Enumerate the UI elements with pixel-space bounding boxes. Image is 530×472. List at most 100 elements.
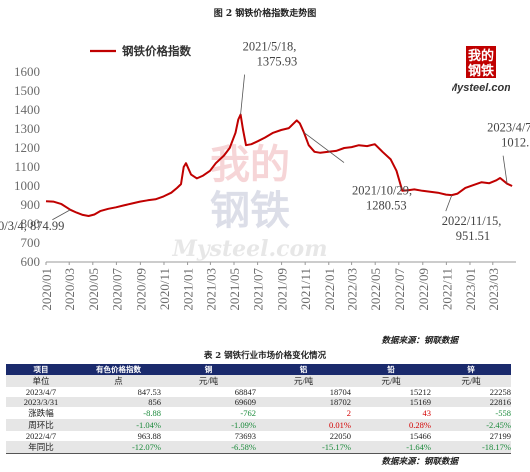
table-cell: 43 (351, 407, 431, 419)
y-tick-label: 1500 (14, 83, 40, 98)
y-tick-label: 600 (21, 254, 41, 269)
logo-text-top: 我的 (468, 48, 494, 64)
table-cell: 856 (76, 397, 161, 407)
logo-text-mid: 钢铁 (468, 63, 494, 79)
annotation-leader (52, 209, 71, 221)
table-cell: 963.88 (76, 431, 161, 441)
legend-label: 钢铁价格指数 (122, 44, 191, 58)
table-row: 周环比 -1.04% -1.09% 0.01% 0.28% -2.45% (6, 419, 511, 431)
table-cell: 2023/4/7 (6, 387, 76, 397)
chart-legend: 钢铁价格指数 (90, 44, 191, 58)
table-cell: 周环比 (6, 419, 76, 431)
table-cell: 22258 (431, 387, 511, 397)
annotation-label: 2020/3/4, 874.99 (0, 219, 64, 233)
x-tick-label: 2021/07 (251, 268, 266, 311)
table-cell: 元/吨 (161, 375, 256, 387)
table-row: 单位点元/吨 元/吨 元/吨 元/吨 (6, 375, 511, 387)
price-change-table: 项目 有色价格指数铜铝铅锌 单位点元/吨 元/吨 元/吨 元/吨 2023/4/7 847.… (6, 364, 511, 454)
figure-title: 图 2 钢铁价格指数走势图 (213, 9, 317, 19)
table-header-cell: 项目 (6, 364, 76, 375)
table-cell: -2.45% (431, 419, 511, 431)
y-tick-label: 700 (21, 235, 41, 250)
table-cell: 2023/3/31 (6, 397, 76, 407)
table-cell: 73693 (161, 431, 256, 441)
table-row: 2023/4/7 847.53 68847 18704 15212 22258 (6, 387, 511, 397)
mysteel-logo: 我的 钢铁 Mysteel.com (452, 46, 510, 94)
annotation-line: 2023/4/7, (487, 121, 530, 135)
table-header-cell: 铜 (161, 364, 256, 375)
table-cell: -12.07% (76, 441, 161, 454)
table-cell: 2022/4/7 (6, 431, 76, 441)
table-header-cell: 锌 (431, 364, 511, 375)
table-row: 涨跌幅 -8.88 -762 2 43 -558 (6, 407, 511, 419)
table-cell: 年同比 (6, 441, 76, 454)
table-cell: -15.17% (256, 441, 351, 454)
annotation-label: 2023/4/7,1012.16 (487, 121, 530, 150)
x-tick-label: 2020/07 (109, 268, 124, 311)
chart-axes: 600 700 800 900 1000 1100 1200 1300 1400 1500 1600… (14, 64, 516, 311)
table-cell: 元/吨 (431, 375, 511, 387)
chart-series (45, 113, 513, 217)
annotation-line: 2022/11/15, (442, 214, 502, 228)
x-tick-label: 2022/07 (392, 268, 407, 311)
x-tick-label: 2022/09 (416, 268, 431, 311)
annotation-line: 1280.53 (366, 199, 407, 213)
x-tick-label: 2020/03 (62, 268, 77, 311)
annotation-leader (445, 194, 453, 212)
table-cell: 0.01% (256, 419, 351, 431)
x-tick-label: 2022/03 (345, 268, 360, 311)
annotation-line: 1375.93 (257, 55, 298, 69)
table-cell: 元/吨 (351, 375, 431, 387)
table-cell: 27199 (431, 431, 511, 441)
table-header-cell: 铝 (256, 364, 351, 375)
table-cell: 涨跌幅 (6, 407, 76, 419)
x-tick-label: 2023/01 (463, 268, 478, 311)
annotation-leader (303, 132, 345, 163)
annotation-line: 1012.16 (501, 136, 530, 150)
annotation-label: 2021/5/18, 1375.93 (243, 40, 298, 69)
table-cell: -1.64% (351, 441, 431, 454)
table-cell: 18702 (256, 397, 351, 407)
annotation-label: 2021/10/29, 1280.53 (352, 184, 412, 213)
table-cell: 点 (76, 375, 161, 387)
annotation-leader (240, 74, 245, 115)
table-row: 2022/4/7 963.88 73693 22050 15466 27199 (6, 431, 511, 441)
logo-text-bottom: Mysteel.com (452, 82, 510, 94)
y-tick-label: 1200 (14, 140, 40, 155)
table-title: 表 2 钢铁行业市场价格变化情况 (203, 351, 327, 361)
table-cell: 68847 (161, 387, 256, 397)
table-cell: 22816 (431, 397, 511, 407)
x-tick-label: 2020/11 (157, 268, 172, 310)
table-cell: 18704 (256, 387, 351, 397)
table-cell: 15212 (351, 387, 431, 397)
x-tick-label: 2021/01 (181, 268, 196, 311)
watermark-subtext: Mysteel.com (171, 236, 327, 262)
x-tick-label: 2022/05 (368, 268, 383, 311)
y-tick-label: 1300 (14, 121, 40, 136)
annotation-label: 2022/11/15, 951.51 (442, 214, 502, 243)
y-tick-label: 1100 (14, 159, 40, 174)
y-tick-label: 1400 (14, 102, 40, 117)
table-cell: 22050 (256, 431, 351, 441)
logo-badge (466, 46, 496, 78)
x-tick-label: 2022/01 (322, 268, 337, 311)
table-header-row: 项目 有色价格指数铜铝铅锌 (6, 364, 511, 375)
chart-source-note: 数据来源：钢联数据 (381, 336, 458, 346)
x-tick-label: 2023/03 (486, 268, 501, 311)
x-tick-label: 2021/05 (227, 268, 242, 311)
series-line (45, 113, 513, 217)
table-header-cell: 铅 (351, 364, 431, 375)
x-tick-label: 2020/05 (86, 268, 101, 311)
table-row: 2023/3/31 856 69609 18702 15169 22816 (6, 397, 511, 407)
table-source-note: 数据来源：钢联数据 (381, 457, 458, 467)
y-tick-label: 900 (21, 197, 41, 212)
table-cell: -18.17% (431, 441, 511, 454)
annotation-line: 2020/3/4, 874.99 (0, 219, 64, 233)
y-tick-label: 1000 (14, 178, 40, 193)
annotation-line: 2021/10/29, (352, 184, 412, 198)
chart-annotations: 2020/3/4, 874.99 2021/5/18,1375.93 2021/10… (0, 40, 530, 244)
table-cell: 单位 (6, 375, 76, 387)
table-cell: 69609 (161, 397, 256, 407)
